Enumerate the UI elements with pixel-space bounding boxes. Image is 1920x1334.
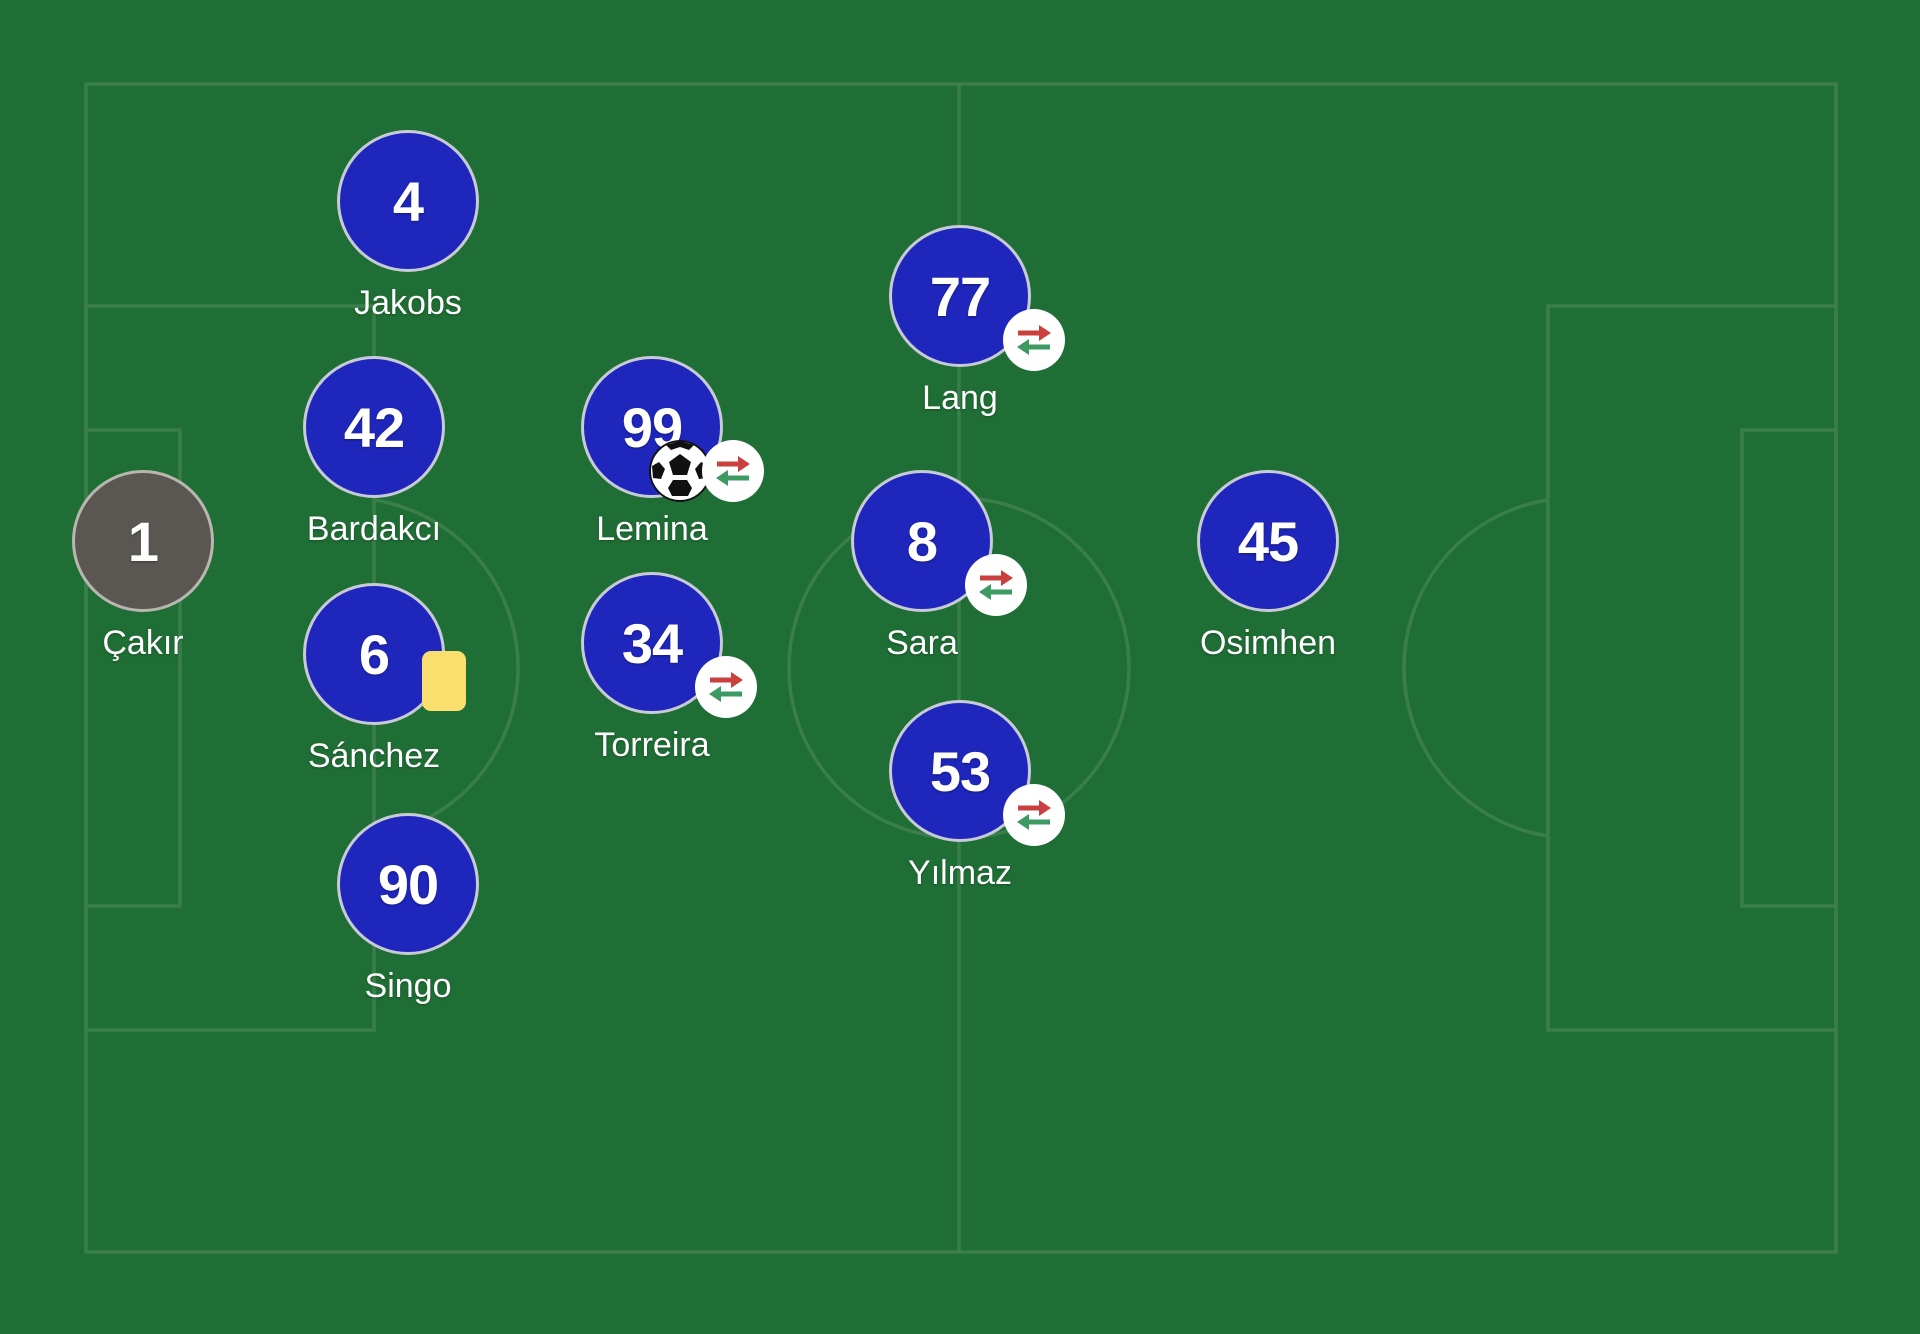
substitution-icon[interactable]: [702, 440, 764, 502]
player-sara[interactable]: 8 Sara: [807, 470, 1037, 664]
player-badge-wrap[interactable]: 77: [845, 225, 1075, 373]
player-y-lmaz[interactable]: 53 Yılmaz: [845, 700, 1075, 894]
substitution-icon[interactable]: [965, 554, 1027, 616]
player-number-badge[interactable]: 45: [1197, 470, 1339, 612]
player-badge-wrap[interactable]: 6: [259, 583, 489, 731]
player-singo[interactable]: 90 Singo: [293, 813, 523, 1007]
right-penalty-box: [1546, 304, 1838, 1032]
player-number-badge[interactable]: 42: [303, 356, 445, 498]
player-badge-wrap[interactable]: 34: [537, 572, 767, 720]
player-badge-wrap[interactable]: 45: [1153, 470, 1383, 618]
player-name-label: Bardakcı: [306, 510, 442, 548]
player-number-badge[interactable]: 4: [337, 130, 479, 272]
right-penalty-arc: [1402, 498, 1549, 838]
player-jakobs[interactable]: 4 Jakobs: [293, 130, 523, 324]
player-s-nchez[interactable]: 6 Sánchez: [259, 583, 489, 777]
player-name-label: Lemina: [596, 510, 708, 548]
player-number-badge[interactable]: 1: [72, 470, 214, 612]
player-badge-wrap[interactable]: 42: [259, 356, 489, 504]
player-name-label: Sánchez: [307, 737, 441, 775]
player-name-label: Torreira: [594, 726, 710, 764]
player-badge-wrap[interactable]: 90: [293, 813, 523, 961]
right-goal-area: [1740, 428, 1838, 908]
player-name-label: Çakır: [102, 624, 184, 662]
player-number-badge[interactable]: 90: [337, 813, 479, 955]
player--ak-r[interactable]: 1 Çakır: [28, 470, 258, 664]
player-name-label: Yılmaz: [908, 854, 1012, 892]
player-name-label: Lang: [922, 379, 998, 417]
substitution-icon[interactable]: [1003, 784, 1065, 846]
player-name-label: Osimhen: [1199, 624, 1337, 662]
player-torreira[interactable]: 34 Torreira: [537, 572, 767, 766]
player-badge-wrap[interactable]: 8: [807, 470, 1037, 618]
player-badge-wrap[interactable]: 4: [293, 130, 523, 278]
yellow-card-icon[interactable]: [422, 651, 466, 711]
player-bardakc-[interactable]: 42 Bardakcı: [259, 356, 489, 550]
substitution-icon[interactable]: [695, 656, 757, 718]
player-name-label: Sara: [886, 624, 958, 662]
player-number-badge[interactable]: 77: [889, 225, 1031, 367]
player-badge-wrap[interactable]: 1: [28, 470, 258, 618]
player-badge-wrap[interactable]: 99: [537, 356, 767, 504]
player-name-label: Singo: [364, 967, 452, 1005]
player-osimhen[interactable]: 45 Osimhen: [1153, 470, 1383, 664]
player-number-badge[interactable]: 6: [303, 583, 445, 725]
player-number-badge[interactable]: 53: [889, 700, 1031, 842]
player-badge-wrap[interactable]: 53: [845, 700, 1075, 848]
player-lang[interactable]: 77 Lang: [845, 225, 1075, 419]
substitution-icon[interactable]: [1003, 309, 1065, 371]
player-lemina[interactable]: 99 Lemina: [537, 356, 767, 550]
player-name-label: Jakobs: [354, 284, 462, 322]
